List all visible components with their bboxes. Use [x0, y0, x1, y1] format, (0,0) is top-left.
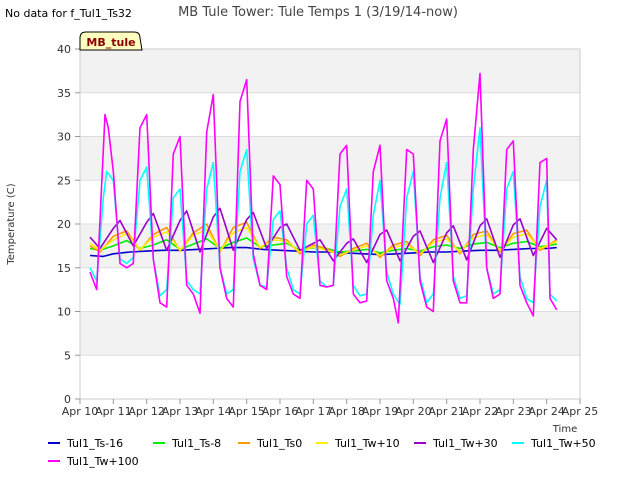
legend-label: Tul1_Tw+100 [66, 455, 139, 468]
legend-label: Tul1_Ts-8 [171, 437, 221, 450]
x-tick-label: Apr 20 [395, 405, 432, 418]
no-data-note: No data for f_Tul1_Ts32 [5, 7, 132, 20]
x-tick-label: Apr 25 [562, 405, 599, 418]
x-tick-label: Apr 12 [128, 405, 165, 418]
y-tick-label: 35 [57, 87, 71, 100]
y-tick-label: 15 [57, 262, 71, 275]
y-tick-label: 0 [64, 393, 71, 406]
plot-band [80, 136, 580, 181]
series-line-tul1-tw-30 [89, 207, 558, 264]
y-tick-label: 25 [57, 174, 71, 187]
series-line-tul1-ts0 [89, 221, 558, 259]
plot-background [80, 49, 580, 399]
legend-label: Tul1_Ts-16 [66, 437, 123, 450]
x-tick-label: Apr 10 [62, 405, 99, 418]
site-tag: MB_tule [79, 31, 143, 51]
legend-label: Tul1_Tw+30 [432, 437, 498, 450]
legend-label: Tul1_Ts0 [256, 437, 302, 450]
series-line-tul1-tw-100 [89, 72, 558, 324]
site-tag-label: MB_tule [86, 36, 135, 49]
plot-band [80, 311, 580, 356]
x-tick-label: Apr 11 [95, 405, 132, 418]
y-tick-label: 5 [64, 349, 71, 362]
x-tick-label: Apr 18 [328, 405, 365, 418]
x-tick-label: Apr 16 [262, 405, 299, 418]
plot-band [80, 180, 580, 224]
site-tag-box [79, 31, 143, 51]
legend-label: Tul1_Tw+10 [334, 437, 400, 450]
x-tick-label: Apr 17 [295, 405, 332, 418]
series-layer [89, 72, 558, 324]
x-tick-label: Apr 22 [462, 405, 499, 418]
x-tick-label: Apr 15 [228, 405, 265, 418]
legend-label: Tul1_Tw+50 [530, 437, 596, 450]
y-tick-label: 40 [57, 43, 71, 56]
chart-title: MB Tule Tower: Tule Temps 1 (3/19/14-now… [178, 5, 458, 20]
x-tick-label: Apr 21 [428, 405, 465, 418]
y-tick-label: 10 [57, 306, 71, 319]
plot-band [80, 49, 580, 93]
plot-band [80, 355, 580, 399]
y-axis-label: Temperature (C) [6, 183, 17, 265]
legend: Tul1_Ts-16 Tul1_Ts-8 Tul1_Ts0 Tul1_Tw+10 Tul… [48, 437, 596, 468]
y-tick-label: 20 [57, 218, 71, 231]
x-tick-label: Apr 19 [362, 405, 399, 418]
x-axis-label: Time [552, 424, 577, 435]
x-tick-label: Apr 13 [162, 405, 199, 418]
series-line-tul1-tw-50 [89, 127, 558, 306]
x-tick-label: Apr 14 [195, 405, 232, 418]
y-tick-label: 30 [57, 131, 71, 144]
x-tick-label: Apr 24 [528, 405, 565, 418]
x-tick-label: Apr 23 [495, 405, 532, 418]
series-line-tul1-ts-16 [89, 246, 557, 258]
plot-band [80, 92, 580, 137]
